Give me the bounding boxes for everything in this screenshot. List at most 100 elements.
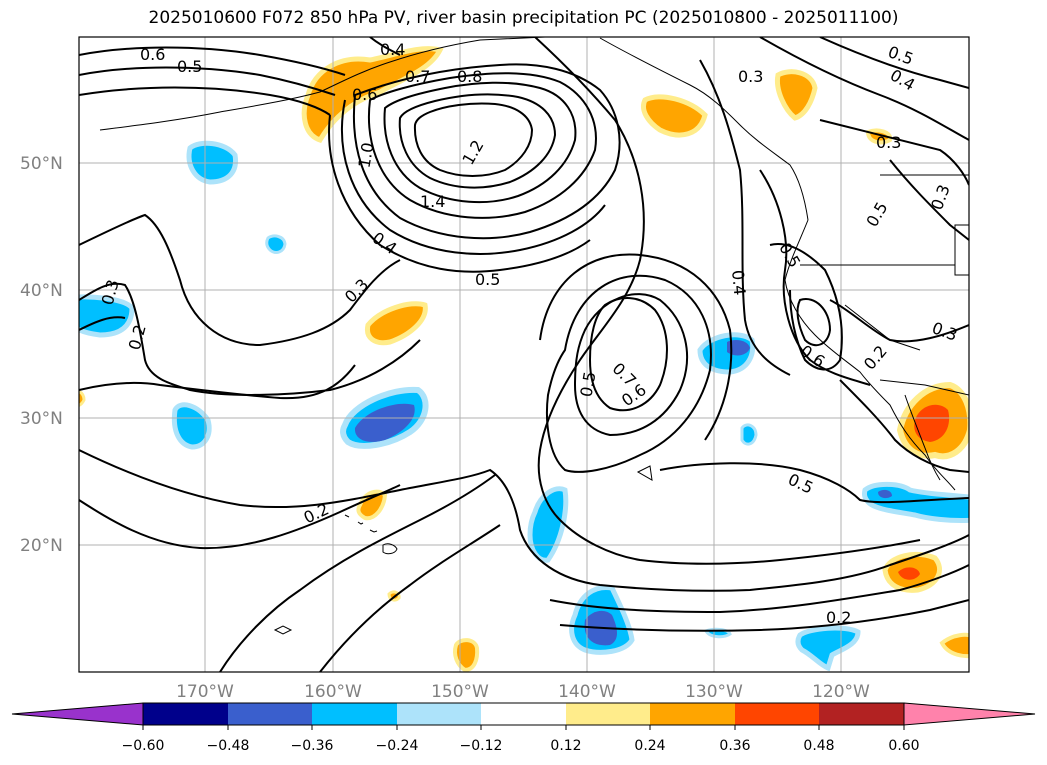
precip-fill (939, 632, 969, 659)
colorbar-segment (566, 703, 650, 725)
precip-fill (301, 46, 444, 144)
plot-frame (78, 36, 970, 673)
contour-line (79, 484, 401, 550)
contour-label: 0.8 (457, 67, 482, 86)
contour-line (79, 316, 126, 331)
contour-line (549, 564, 969, 614)
contour-line (219, 474, 496, 672)
colorbar-segment (312, 703, 397, 725)
contour-line (413, 102, 534, 177)
contour-line (79, 66, 336, 96)
colorbar-segment (819, 703, 904, 725)
precip-fill (641, 94, 708, 138)
colorbar-extend-low (11, 702, 144, 726)
lon-label: 120°W (812, 682, 870, 702)
contour-line (659, 462, 969, 504)
precip-fill (79, 389, 86, 407)
contour-line (889, 159, 969, 241)
precip-fill (356, 489, 388, 521)
pv-contours (79, 37, 969, 672)
contour-line (79, 364, 356, 400)
contour-line (559, 599, 969, 632)
contour-line (839, 379, 969, 473)
precip-fill (171, 402, 212, 450)
precip-fill (878, 489, 892, 499)
contour-line (319, 524, 501, 672)
lon-label: 150°W (431, 682, 489, 702)
contour-line (79, 86, 331, 116)
colorbar-tick-label: −0.60 (122, 738, 165, 754)
page-title: 2025010600 F072 850 hPa PV, river basin … (148, 8, 899, 28)
contour-line (328, 114, 591, 273)
precip-fill (265, 234, 287, 254)
contour-line (341, 99, 606, 255)
colorbar-tick-label: 0.60 (888, 738, 919, 754)
colorbar-segment (143, 703, 228, 725)
colorbar-frame (142, 702, 905, 726)
lon-label: 130°W (685, 682, 743, 702)
colorbar-tick-label: 0.12 (550, 738, 581, 754)
precip-fill (364, 301, 428, 346)
lon-label: 170°W (176, 682, 234, 702)
precip-fill (453, 638, 480, 672)
lat-label: 40°N (20, 281, 63, 301)
contour-label: 0.5 (177, 57, 202, 76)
contour-line (534, 37, 921, 565)
colorbar-tick-label: −0.36 (291, 738, 334, 754)
contour-line (79, 46, 346, 76)
lat-label: 50°N (20, 154, 63, 174)
contour-line (588, 297, 668, 412)
bc-coast (599, 37, 809, 221)
contour-line (398, 93, 557, 189)
plot-area (79, 37, 969, 672)
colorbar-tick-label: 0.24 (634, 738, 665, 754)
lon-label: 160°W (304, 682, 362, 702)
contour-label: 0.3 (738, 67, 763, 86)
colorbar-segment (735, 703, 819, 725)
contour-label: 1.4 (420, 192, 445, 211)
contour-line (383, 81, 577, 204)
precip-fill (914, 404, 950, 442)
contour-line (79, 213, 401, 347)
colorbar-ticks (142, 725, 905, 730)
contour-line (369, 37, 401, 56)
contour-line (573, 293, 688, 437)
hawaii-islands (273, 465, 653, 635)
lon-label: 140°W (558, 682, 616, 702)
lat-label: 30°N (20, 409, 63, 429)
contour-label: 0.7 (405, 67, 430, 86)
mexico-border (879, 379, 969, 396)
contour-line (759, 169, 871, 386)
contour-label: 0.6 (352, 85, 377, 104)
contour-line (539, 253, 733, 441)
colorbar-tick-label: −0.48 (207, 738, 250, 754)
colorbar-tick-label: −0.12 (460, 738, 503, 754)
contour-line (796, 298, 832, 347)
contour-label: 0.6 (140, 45, 165, 64)
lat-label: 20°N (20, 536, 63, 556)
colorbar-extend-high (903, 702, 1036, 726)
coastlines (99, 37, 969, 491)
contour-line (759, 37, 969, 141)
colorbar-segment (228, 703, 312, 725)
contour-line (545, 274, 712, 473)
contour-line (769, 243, 843, 371)
colorbar-segment (481, 703, 566, 725)
state-border (954, 224, 969, 276)
contour-label: 0.2 (826, 608, 851, 627)
baja-coast (904, 394, 941, 481)
precip-fill (795, 625, 861, 672)
contour-label: 0.3 (876, 133, 901, 152)
colorbar-segment (650, 703, 735, 725)
contour-label: 0.4 (728, 269, 749, 296)
contour-line (819, 37, 969, 89)
colorbar-tick-label: 0.36 (719, 738, 750, 754)
contour-line (352, 63, 621, 240)
contour-line (368, 72, 597, 219)
precip-fill (79, 294, 135, 338)
precip-fills (79, 46, 969, 672)
colorbar-segment (397, 703, 481, 725)
contour-label: 0.5 (475, 270, 500, 289)
colorbar-tick-label: −0.24 (376, 738, 419, 754)
